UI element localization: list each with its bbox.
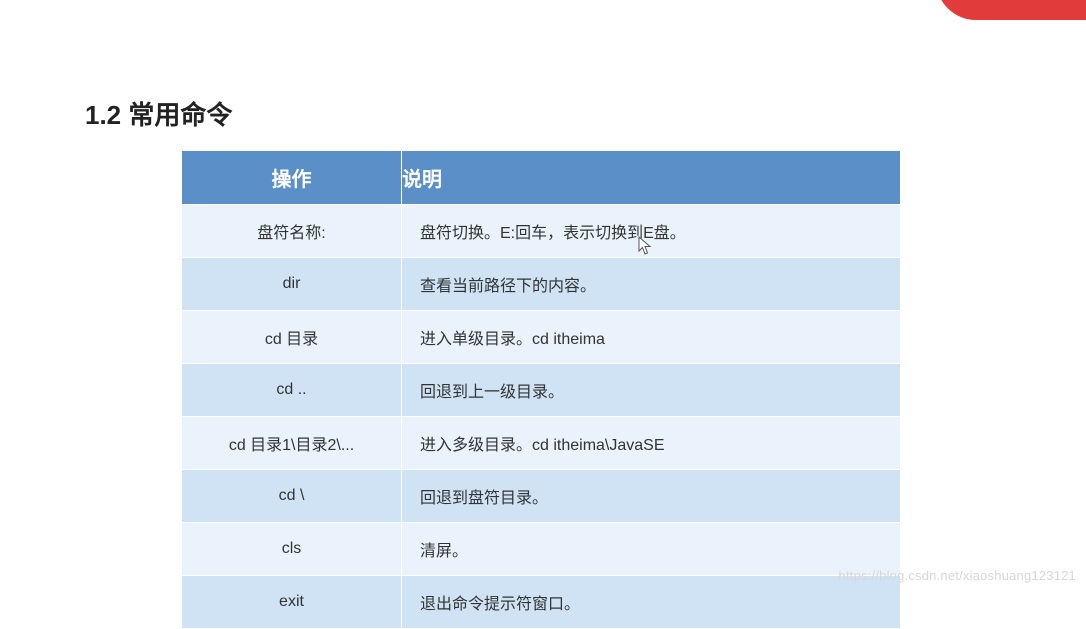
cell-desc: 回退到盘符目录。: [402, 470, 901, 523]
cell-op: 盘符名称:: [182, 205, 402, 258]
cell-desc: 回退到上一级目录。: [402, 364, 901, 417]
commands-table: 操作 说明 盘符名称: 盘符切换。E:回车，表示切换到E盘。 dir 查看当前路…: [181, 150, 901, 629]
cell-op: cd 目录1\目录2\...: [182, 417, 402, 470]
cell-desc: 清屏。: [402, 523, 901, 576]
table-row: 盘符名称: 盘符切换。E:回车，表示切换到E盘。: [182, 205, 901, 258]
table-row: exit 退出命令提示符窗口。: [182, 576, 901, 629]
cell-desc: 进入单级目录。cd itheima: [402, 311, 901, 364]
main-content: 1.2 常用命令 操作 说明 盘符名称: 盘符切换。E:回车，表示切换到E盘。 …: [85, 95, 1005, 629]
table-header-desc: 说明: [402, 151, 901, 205]
cell-desc: 退出命令提示符窗口。: [402, 576, 901, 629]
table-row: dir 查看当前路径下的内容。: [182, 258, 901, 311]
red-corner-decoration: [936, 0, 1086, 20]
table-row: cd .. 回退到上一级目录。: [182, 364, 901, 417]
cell-desc: 盘符切换。E:回车，表示切换到E盘。: [402, 205, 901, 258]
table-row: cd 目录 进入单级目录。cd itheima: [182, 311, 901, 364]
cell-op: exit: [182, 576, 402, 629]
cell-op: cd 目录: [182, 311, 402, 364]
cell-op: dir: [182, 258, 402, 311]
cell-op: cd \: [182, 470, 402, 523]
table-row: cd 目录1\目录2\... 进入多级目录。cd itheima\JavaSE: [182, 417, 901, 470]
cell-desc: 进入多级目录。cd itheima\JavaSE: [402, 417, 901, 470]
table-header-op: 操作: [182, 151, 402, 205]
watermark-text: https://blog.csdn.net/xiaoshuang123121: [839, 568, 1076, 583]
cell-op: cd ..: [182, 364, 402, 417]
cell-desc: 查看当前路径下的内容。: [402, 258, 901, 311]
table-body: 盘符名称: 盘符切换。E:回车，表示切换到E盘。 dir 查看当前路径下的内容。…: [182, 205, 901, 629]
section-heading: 1.2 常用命令: [85, 95, 1005, 132]
table-header-row: 操作 说明: [182, 151, 901, 205]
table-row: cls 清屏。: [182, 523, 901, 576]
table-row: cd \ 回退到盘符目录。: [182, 470, 901, 523]
cell-op: cls: [182, 523, 402, 576]
